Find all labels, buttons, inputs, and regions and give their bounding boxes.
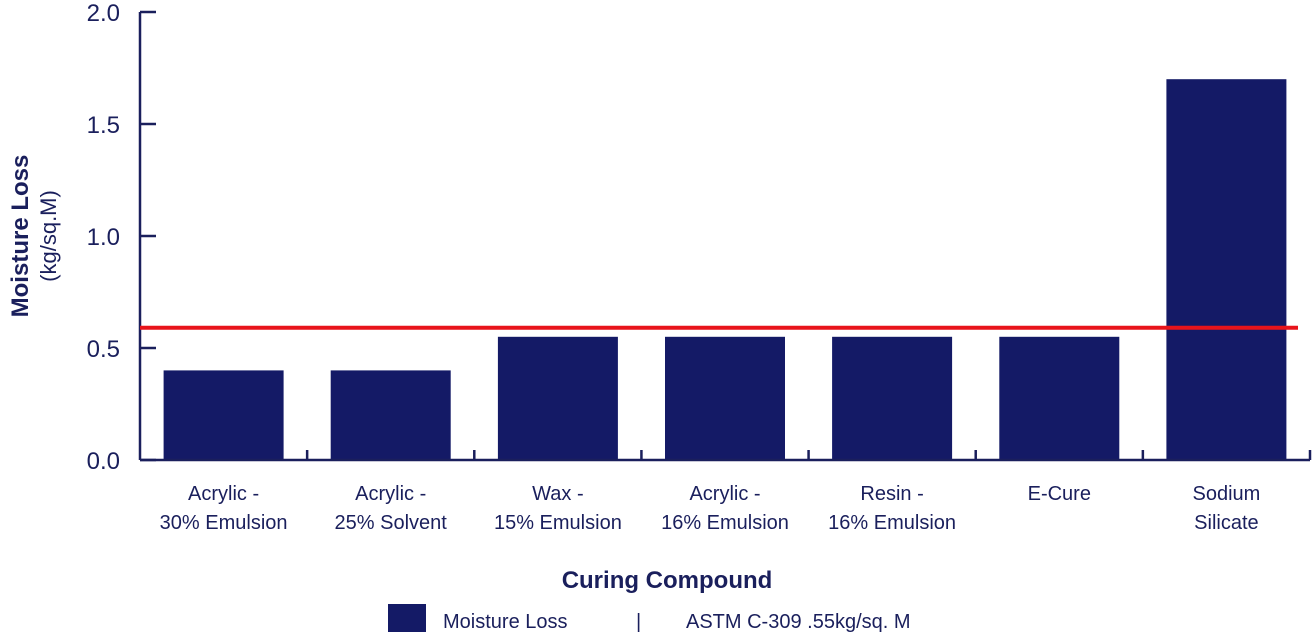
axis-layer [138,10,1312,462]
x-category-label-6: Sodium Silicate [1192,483,1260,534]
y-tick-labels: 0.0 0.5 1.0 1.5 2.0 [87,0,120,475]
x-category-label-line: 16% Emulsion [661,512,789,534]
bar-2 [497,336,618,460]
x-category-label-3: Acrylic - 16% Emulsion [661,483,789,534]
x-axis-title: Curing Compound [562,567,773,594]
y-axis-title: Moisture Loss [7,155,34,318]
y-axis-title-group: Moisture Loss (kg/sq.M) [7,155,61,318]
x-category-label-line: 30% Emulsion [160,512,288,534]
bars-layer [163,79,1287,460]
x-category-label-line: Acrylic - [188,483,259,505]
legend-separator: | [636,611,641,633]
x-category-label-line: 15% Emulsion [494,512,622,534]
x-category-label-line: 16% Emulsion [828,512,956,534]
x-category-label-line: Sodium [1192,483,1260,505]
x-category-labels: Acrylic - 30% Emulsion Acrylic - 25% Solven… [160,483,1261,534]
y-axis-unit: (kg/sq.M) [36,190,61,282]
bar-3 [665,336,785,460]
x-category-label-0: Acrylic - 30% Emulsion [160,483,288,534]
x-category-label-2: Wax - 15% Emulsion [494,483,622,534]
x-category-label-5: E-Cure [1028,483,1091,505]
x-category-label-line: E-Cure [1028,483,1091,505]
legend: Moisture Loss | ASTM C-309 .55kg/sq. M [388,604,911,633]
x-category-label-line: Silicate [1194,512,1258,534]
x-category-label-line: Acrylic - [689,483,760,505]
bar-1 [330,370,451,460]
bar-4 [832,336,953,460]
x-category-label-4: Resin - 16% Emulsion [828,483,956,534]
x-category-label-line: Resin - [860,483,923,505]
bar-6 [1166,79,1287,460]
legend-series-label: Moisture Loss [443,611,568,633]
legend-reference-label: ASTM C-309 .55kg/sq. M [686,611,911,633]
y-tick-label-1: 0.5 [87,336,120,363]
x-category-label-line: Wax - [532,483,583,505]
bar-5 [999,336,1120,460]
y-tick-label-0: 0.0 [87,448,120,475]
y-tick-label-3: 1.5 [87,112,120,139]
y-tick-label-4: 2.0 [87,0,120,27]
x-category-label-line: 25% Solvent [335,512,448,534]
legend-swatch [388,604,426,632]
x-category-label-1: Acrylic - 25% Solvent [335,483,448,534]
x-category-label-line: Acrylic - [355,483,426,505]
y-tick-label-2: 1.0 [87,224,120,251]
bar-0 [163,370,284,460]
